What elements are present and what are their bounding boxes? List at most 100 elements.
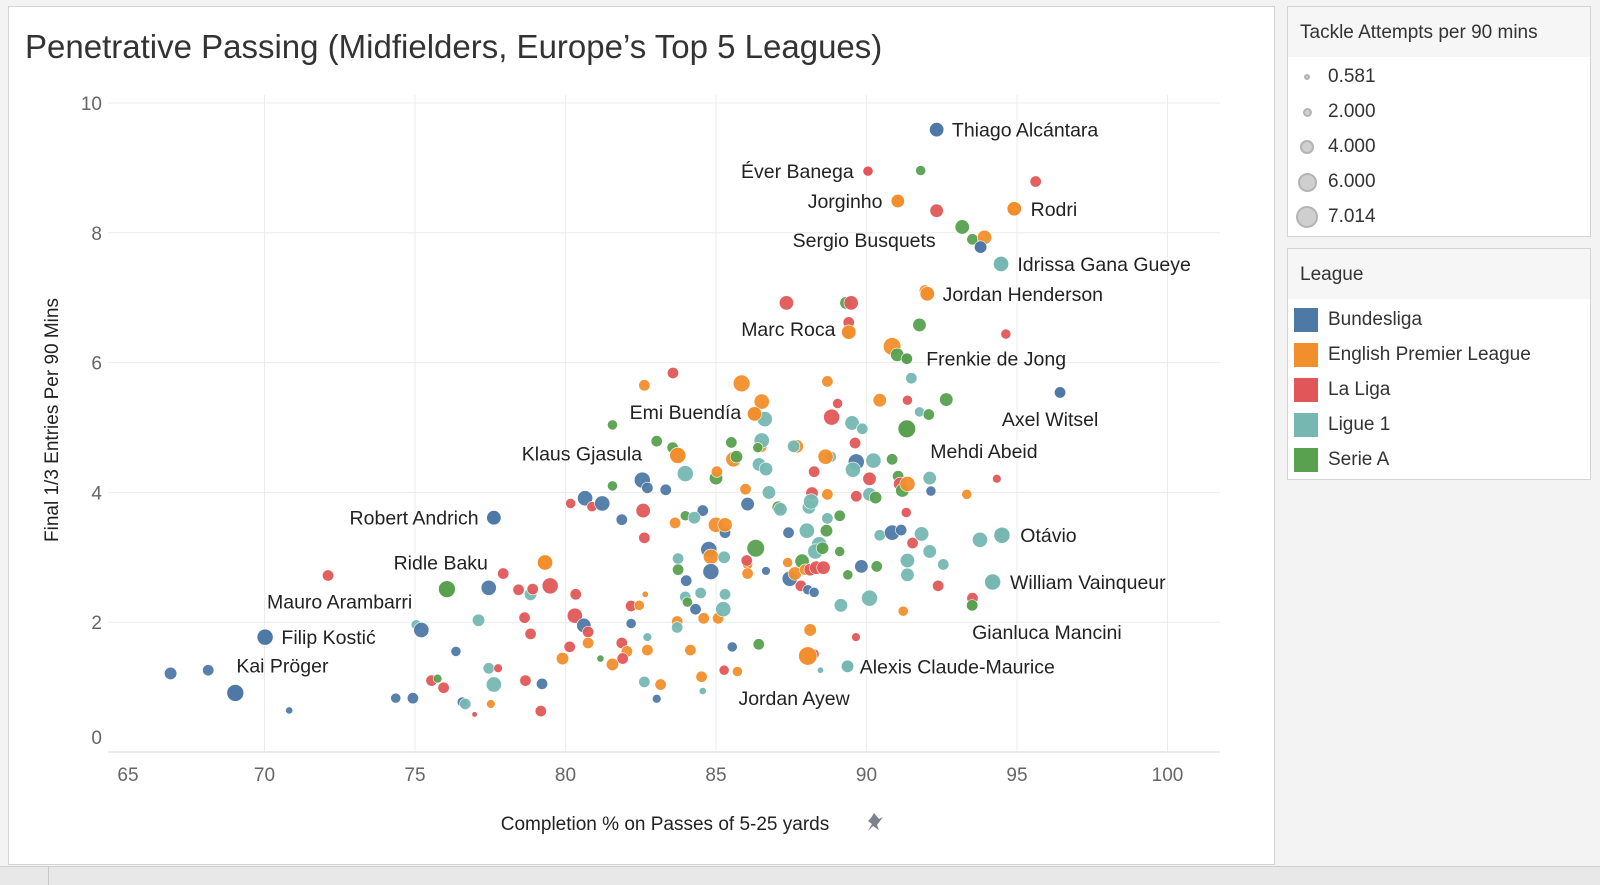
labeled-data-point[interactable] xyxy=(993,526,1011,544)
data-point[interactable] xyxy=(778,295,794,311)
data-point[interactable] xyxy=(695,670,708,683)
data-point[interactable] xyxy=(569,588,582,601)
data-point[interactable] xyxy=(961,488,973,500)
data-point[interactable] xyxy=(906,537,919,550)
data-point[interactable] xyxy=(868,491,883,505)
labeled-data-point[interactable] xyxy=(1054,386,1067,399)
data-point[interactable] xyxy=(555,652,570,666)
data-point[interactable] xyxy=(803,493,820,510)
data-point[interactable] xyxy=(497,567,510,580)
data-point[interactable] xyxy=(782,526,795,539)
data-point[interactable] xyxy=(726,641,738,653)
data-point[interactable] xyxy=(669,516,682,529)
data-point[interactable] xyxy=(641,644,654,657)
data-point[interactable] xyxy=(641,481,654,494)
data-point[interactable] xyxy=(739,483,752,496)
data-point[interactable] xyxy=(698,687,707,695)
data-point[interactable] xyxy=(687,511,701,525)
data-point[interactable] xyxy=(512,583,525,596)
data-point[interactable] xyxy=(694,587,707,599)
data-point[interactable] xyxy=(900,567,915,582)
data-point[interactable] xyxy=(925,485,937,497)
data-point[interactable] xyxy=(651,694,662,704)
data-point[interactable] xyxy=(865,452,882,469)
data-point[interactable] xyxy=(821,512,834,525)
data-point[interactable] xyxy=(914,526,930,542)
data-point[interactable] xyxy=(816,560,831,575)
data-point[interactable] xyxy=(872,393,887,408)
data-point[interactable] xyxy=(844,415,860,431)
data-point[interactable] xyxy=(808,586,820,598)
labeled-data-point[interactable] xyxy=(798,646,818,666)
data-point[interactable] xyxy=(625,618,637,629)
data-point[interactable] xyxy=(808,465,821,478)
data-point[interactable] xyxy=(823,408,840,426)
data-point[interactable] xyxy=(672,552,685,565)
data-point[interactable] xyxy=(482,662,495,675)
labeled-data-point[interactable] xyxy=(256,628,274,646)
labeled-data-point[interactable] xyxy=(537,554,553,571)
data-point[interactable] xyxy=(650,435,663,448)
data-point[interactable] xyxy=(493,663,503,673)
data-point[interactable] xyxy=(834,546,846,557)
labeled-data-point[interactable] xyxy=(862,165,874,177)
labeled-data-point[interactable] xyxy=(669,447,687,464)
data-point[interactable] xyxy=(843,295,859,311)
data-point[interactable] xyxy=(486,699,496,709)
labeled-data-point[interactable] xyxy=(984,573,1001,591)
data-point[interactable] xyxy=(912,317,927,332)
data-point[interactable] xyxy=(696,504,709,517)
league-legend[interactable]: League Bundesliga English Premier League L… xyxy=(1287,248,1591,480)
data-point[interactable] xyxy=(536,677,549,690)
league-legend-item[interactable]: Ligue 1 xyxy=(1288,410,1588,440)
data-point[interactable] xyxy=(899,553,915,569)
data-point[interactable] xyxy=(731,666,743,677)
data-point[interactable] xyxy=(905,372,918,385)
data-point[interactable] xyxy=(565,498,577,509)
data-point[interactable] xyxy=(563,640,576,653)
data-point[interactable] xyxy=(638,531,651,544)
data-point[interactable] xyxy=(524,627,537,640)
data-point[interactable] xyxy=(929,203,944,218)
data-point[interactable] xyxy=(541,577,559,595)
data-point[interactable] xyxy=(740,497,755,512)
data-point[interactable] xyxy=(635,503,651,519)
data-point[interactable] xyxy=(746,539,765,558)
data-point[interactable] xyxy=(717,517,733,533)
data-point[interactable] xyxy=(671,621,684,634)
data-point[interactable] xyxy=(870,560,883,573)
labeled-data-point[interactable] xyxy=(974,240,988,254)
labeled-data-point[interactable] xyxy=(841,659,855,673)
data-point[interactable] xyxy=(480,579,497,596)
data-point[interactable] xyxy=(842,569,854,581)
data-point[interactable] xyxy=(518,611,531,624)
data-point[interactable] xyxy=(897,605,909,617)
data-point[interactable] xyxy=(732,374,751,393)
labeled-data-point[interactable] xyxy=(900,352,913,365)
labeled-data-point[interactable] xyxy=(486,510,502,526)
data-point[interactable] xyxy=(873,529,886,542)
labeled-data-point[interactable] xyxy=(226,684,245,702)
labeled-data-point[interactable] xyxy=(966,599,979,612)
labeled-data-point[interactable] xyxy=(890,193,905,209)
data-point[interactable] xyxy=(972,531,988,548)
data-point[interactable] xyxy=(607,419,618,431)
data-point[interactable] xyxy=(596,654,605,663)
data-point[interactable] xyxy=(798,522,815,539)
data-point[interactable] xyxy=(594,495,611,512)
data-point[interactable] xyxy=(922,471,937,486)
data-point[interactable] xyxy=(729,450,744,464)
labeled-data-point[interactable] xyxy=(438,580,456,598)
data-point[interactable] xyxy=(861,589,878,607)
data-point[interactable] xyxy=(819,524,834,538)
data-point[interactable] xyxy=(922,544,937,559)
data-point[interactable] xyxy=(821,375,834,388)
data-point[interactable] xyxy=(899,476,916,492)
data-point[interactable] xyxy=(285,706,294,715)
data-point[interactable] xyxy=(577,490,594,507)
data-point[interactable] xyxy=(534,705,547,718)
league-legend-item[interactable]: La Liga xyxy=(1288,375,1588,405)
data-point[interactable] xyxy=(761,485,777,500)
data-point[interactable] xyxy=(895,524,908,537)
data-point[interactable] xyxy=(845,461,861,478)
